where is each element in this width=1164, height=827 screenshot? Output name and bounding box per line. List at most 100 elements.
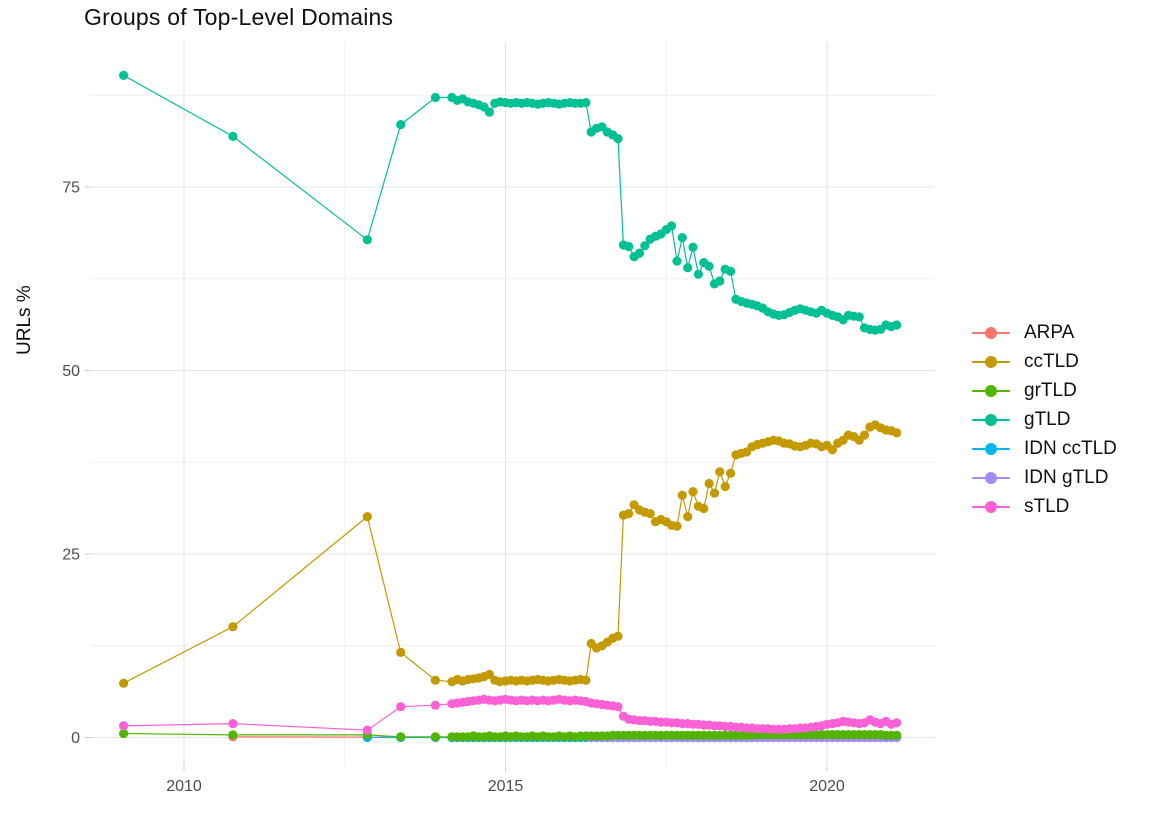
series-grtld (119, 728, 902, 742)
legend-label: sTLD (1024, 495, 1070, 517)
legend-item-idn-gtld: IDN gTLD (972, 463, 1117, 492)
series-cctld (119, 420, 902, 688)
legend-item-grtld: grTLD (972, 376, 1117, 405)
data-point (119, 678, 129, 688)
data-point (726, 468, 736, 478)
y-axis-tick-label: 75 (62, 180, 80, 197)
data-point (892, 320, 902, 330)
legend-label: grTLD (1024, 379, 1077, 401)
legend-item-cctld: ccTLD (972, 347, 1117, 376)
legend-key-dot (985, 442, 997, 455)
data-point (688, 242, 698, 252)
y-axis-tick-label: 50 (62, 363, 80, 380)
data-point (624, 508, 634, 519)
data-point (688, 487, 698, 497)
data-point (362, 235, 372, 245)
data-point (693, 269, 704, 279)
data-point (613, 631, 623, 641)
axis-ticks (85, 186, 828, 771)
data-point (726, 266, 736, 276)
x-axis-tick-label: 2020 (809, 778, 845, 795)
data-point (640, 241, 650, 251)
data-point (667, 221, 677, 231)
legend-key-dot (985, 326, 997, 339)
data-point (613, 134, 623, 144)
data-point (119, 70, 129, 80)
data-point (704, 478, 714, 489)
legend: ARPA ccTLD grTLD gTLD IDN ccTLD IDN gTLD sTLD (972, 318, 1117, 521)
data-point (645, 508, 655, 519)
data-point (484, 669, 494, 680)
chart-title: Groups of Top-Level Domains (84, 4, 394, 30)
y-axis-tick-label: 25 (62, 547, 80, 564)
data-point (683, 511, 693, 522)
y-axis-tick-label: 0 (71, 730, 80, 747)
legend-key-icon (972, 469, 1010, 487)
data-point (362, 511, 372, 522)
legend-item-idn-cctld: IDN ccTLD (972, 434, 1117, 463)
legend-key-dot (985, 471, 997, 484)
legend-key-icon (972, 440, 1010, 458)
x-axis-tick-label: 2015 (488, 778, 524, 795)
data-point (228, 730, 238, 740)
legend-item-stld: sTLD (972, 492, 1117, 521)
data-point (892, 428, 902, 438)
data-point (430, 732, 440, 742)
data-point (672, 256, 682, 266)
legend-label: IDN ccTLD (1024, 437, 1117, 459)
data-point (704, 261, 714, 271)
data-point (396, 732, 406, 742)
data-point (396, 702, 406, 712)
data-point (430, 675, 440, 685)
legend-label: ccTLD (1024, 350, 1079, 372)
data-point (672, 521, 682, 531)
legend-key-icon (972, 324, 1010, 342)
data-point (228, 622, 238, 632)
data-point (677, 233, 687, 243)
data-point (228, 131, 238, 141)
data-point (581, 675, 591, 685)
data-point (715, 276, 725, 286)
legend-label: gTLD (1024, 408, 1071, 430)
legend-key-dot (985, 355, 997, 368)
series-stld (119, 694, 902, 735)
data-point (720, 481, 730, 492)
data-point (709, 488, 720, 498)
data-point (624, 241, 634, 252)
data-point (613, 702, 623, 712)
gridlines (90, 42, 935, 766)
data-point (396, 120, 406, 130)
data-point (715, 467, 725, 477)
legend-key-icon (972, 411, 1010, 429)
legend-key-dot (985, 384, 997, 397)
data-point (396, 647, 406, 658)
data-point (859, 430, 870, 440)
legend-item-gtld: gTLD (972, 405, 1117, 434)
legend-key-icon (972, 498, 1010, 516)
legend-label: ARPA (1024, 321, 1075, 343)
legend-item-arpa: ARPA (972, 318, 1117, 347)
legend-key-dot (985, 413, 997, 426)
series-gtld (119, 70, 902, 335)
data-point (430, 92, 440, 103)
data-point (892, 718, 902, 728)
legend-key-icon (972, 353, 1010, 371)
data-point (683, 263, 693, 273)
data-point (228, 719, 238, 729)
data-point (699, 503, 709, 514)
data-point (677, 490, 687, 500)
data-point (854, 312, 864, 322)
data-point (892, 730, 902, 740)
data-point (827, 445, 838, 455)
legend-label: IDN gTLD (1024, 466, 1109, 488)
x-axis-tick-label: 2010 (166, 778, 202, 795)
data-point (581, 98, 591, 108)
legend-key-dot (985, 500, 997, 513)
legend-key-icon (972, 382, 1010, 400)
data-point (362, 725, 372, 735)
data-point (634, 248, 645, 258)
data-point (484, 107, 494, 117)
data-point (430, 700, 440, 710)
